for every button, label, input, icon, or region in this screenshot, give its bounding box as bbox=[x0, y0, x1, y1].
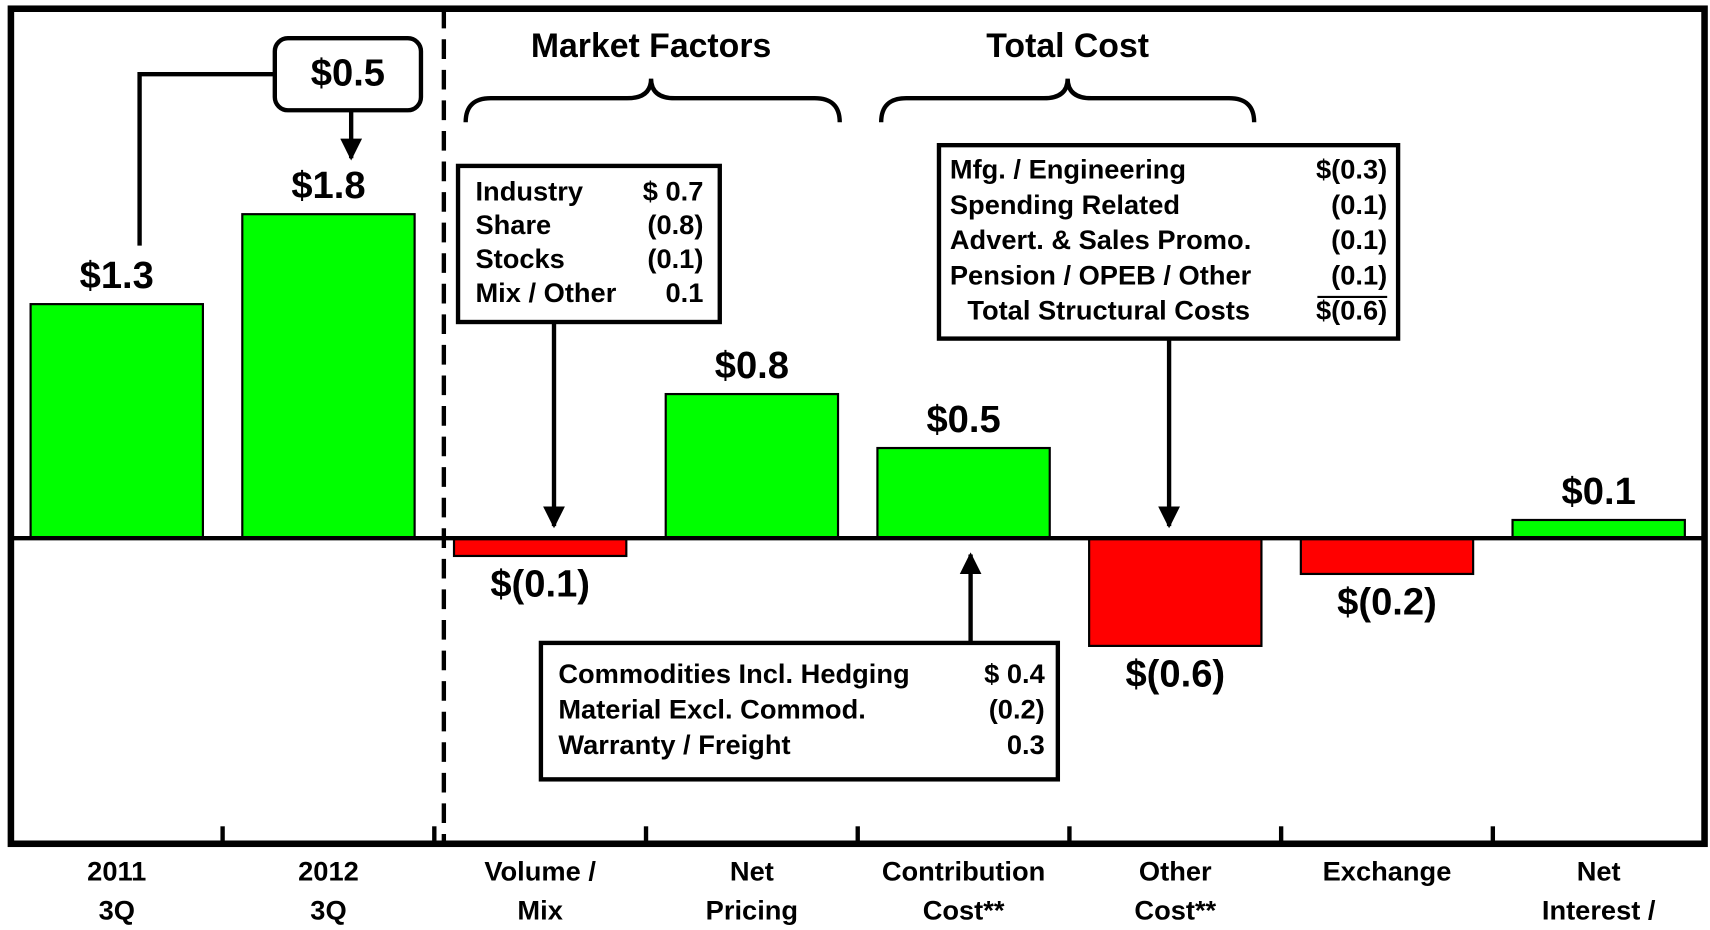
value-label: $1.3 bbox=[80, 254, 154, 297]
breakdown-value: $(0.3) bbox=[1316, 154, 1387, 185]
breakdown-value: (0.2) bbox=[989, 693, 1045, 724]
value-label: $(0.6) bbox=[1125, 653, 1225, 696]
x-tick-label: 2012 bbox=[298, 855, 359, 886]
breakdown-value: (0.1) bbox=[1331, 259, 1387, 290]
x-tick-label: 2011 bbox=[87, 855, 146, 886]
breakdown-value: (0.1) bbox=[647, 243, 703, 274]
breakdown-label: Advert. & Sales Promo. bbox=[950, 224, 1251, 255]
breakdown-value: $ 0.7 bbox=[643, 175, 704, 206]
brace bbox=[878, 78, 1257, 123]
brace bbox=[463, 78, 842, 123]
breakdown-label: Pension / OPEB / Other bbox=[950, 259, 1252, 290]
breakdowns: Industry $ 0.7 Share (0.8) Stocks (0.1) Mix / … bbox=[455, 142, 1401, 782]
value-label: $(0.2) bbox=[1337, 581, 1437, 624]
x-tick-label: Pricing bbox=[706, 895, 798, 926]
breakdown-label: Total Structural Costs bbox=[967, 295, 1250, 326]
breakdown-value: $(0.6) bbox=[1316, 295, 1387, 326]
bar bbox=[241, 213, 416, 540]
bar bbox=[664, 392, 840, 540]
breakdown-label: Mfg. / Engineering bbox=[950, 154, 1186, 185]
breakdown-value: 0.3 bbox=[1007, 729, 1045, 760]
value-label: $0.5 bbox=[926, 398, 1000, 441]
x-tick-label: Net bbox=[1577, 855, 1621, 886]
bar bbox=[1088, 536, 1263, 647]
callout-text: $0.5 bbox=[311, 51, 385, 94]
bar bbox=[452, 536, 628, 558]
group-label: Market Factors bbox=[531, 27, 771, 65]
breakdown-value: 0.1 bbox=[666, 277, 704, 308]
callout-box bbox=[272, 36, 424, 113]
value-label: $0.1 bbox=[1562, 470, 1636, 513]
breakdown-label: Spending Related bbox=[950, 189, 1180, 220]
x-tick-label: Cost** bbox=[1134, 895, 1216, 926]
x-tick-label: Contribution bbox=[882, 855, 1045, 886]
x-tick-label: Volume / bbox=[484, 855, 596, 886]
value-label: $1.8 bbox=[291, 164, 365, 207]
breakdown-label: Share bbox=[475, 209, 551, 240]
breakdown-value: (0.1) bbox=[1331, 189, 1387, 220]
bar bbox=[1511, 518, 1686, 540]
breakdown-box bbox=[538, 640, 1061, 782]
breakdown-label: Mix / Other bbox=[475, 277, 616, 308]
breakdown-box bbox=[455, 163, 722, 325]
value-label: $0.8 bbox=[715, 344, 789, 387]
bar bbox=[1299, 536, 1475, 576]
x-tick-label: Interest / bbox=[1542, 895, 1656, 926]
x-tick-label: 3Q bbox=[310, 895, 346, 926]
breakdown-label: Stocks bbox=[475, 243, 564, 274]
x-tick-label: Mix bbox=[517, 895, 562, 926]
x-tick-label: Exchange bbox=[1323, 855, 1452, 886]
x-tick-label: 3Q bbox=[99, 895, 135, 926]
breakdown-box bbox=[936, 142, 1401, 341]
bar bbox=[876, 446, 1051, 540]
bar bbox=[29, 303, 205, 540]
breakdown-label: Warranty / Freight bbox=[558, 729, 790, 760]
group-label: Total Cost bbox=[986, 27, 1149, 65]
breakdown-label: Material Excl. Commod. bbox=[558, 693, 865, 724]
x-tick-label: Net bbox=[730, 855, 774, 886]
x-tick-label: Other bbox=[1139, 855, 1212, 886]
x-tick-label: Cost** bbox=[923, 895, 1005, 926]
breakdown-value: $ 0.4 bbox=[984, 658, 1045, 689]
breakdown-label: Commodities Incl. Hedging bbox=[558, 658, 909, 689]
value-label: $(0.1) bbox=[490, 563, 590, 606]
breakdown-value: (0.1) bbox=[1331, 224, 1387, 255]
breakdown-label: Industry bbox=[475, 175, 583, 206]
callout-line bbox=[137, 72, 275, 246]
breakdown-value: (0.8) bbox=[647, 209, 703, 240]
bars: $1.3 $1.8 $(0.1) $0.8 $0.5 $(0.6) $(0.2) $0.1 bbox=[29, 164, 1686, 696]
